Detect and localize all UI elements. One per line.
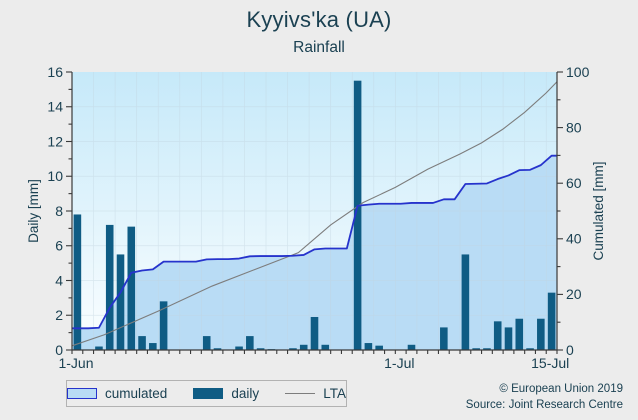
cumulated-area <box>72 155 557 350</box>
x-axis-tick-label: 15-Jul <box>531 355 569 371</box>
left-axis-tick-label: 8 <box>55 203 63 219</box>
left-axis-tick-label: 0 <box>55 342 63 358</box>
x-axis-tick-label: 1-Jun <box>58 355 93 371</box>
chart-legend: cumulated daily LTA <box>66 380 347 407</box>
chart-subtitle: Rainfall <box>293 39 345 56</box>
tick-labels: 0 2 4 6 8 10 12 14 16 0 20 40 60 80 100 1-Jun 1-Jul 15-Ju… <box>47 64 589 371</box>
left-axis-tick-label: 6 <box>55 238 63 254</box>
right-axis-tick-label: 80 <box>566 119 582 135</box>
left-axis-tick-label: 2 <box>55 307 63 323</box>
x-axis-tick-label: 1-Jul <box>384 355 414 371</box>
right-axis-tick-label: 20 <box>566 286 582 302</box>
right-axis-tick-label: 100 <box>566 64 590 80</box>
daily-bars <box>73 80 556 350</box>
cumulated-line <box>72 154 557 330</box>
left-axis-tick-label: 10 <box>47 168 63 184</box>
grid-lines <box>72 72 557 350</box>
cumulated-swatch <box>67 388 97 399</box>
rainfall-chart-canvas: 0 2 4 6 8 10 12 14 16 0 20 40 60 80 100 1-Jun 1-Jul 15-Ju… <box>26 64 606 371</box>
right-axis-title: Cumulated [mm] <box>591 161 606 260</box>
legend-label-cumulated: cumulated <box>105 386 168 401</box>
rainfall-chart-svg: 0 2 4 6 8 10 12 14 16 0 20 40 60 80 100 1-Jun 1-Jul 15-Ju… <box>26 64 606 371</box>
legend-item-lta: LTA <box>285 386 346 401</box>
left-axis-title: Daily [mm] <box>26 179 41 243</box>
legend-item-daily: daily <box>193 386 259 401</box>
axis-ticks <box>66 71 563 354</box>
daily-swatch <box>193 388 224 399</box>
footer-copyright: © European Union 2019 <box>499 383 623 395</box>
right-axis-tick-label: 40 <box>566 231 582 247</box>
legend-item-cumulated: cumulated <box>67 386 167 401</box>
footer-source: Source: Joint Research Centre <box>465 399 623 412</box>
left-axis-tick-label: 4 <box>55 272 63 288</box>
right-axis-tick-label: 60 <box>566 175 582 191</box>
left-axis-tick-label: 16 <box>47 64 63 80</box>
left-axis-tick-label: 12 <box>47 133 63 149</box>
left-axis-tick-label: 14 <box>47 99 63 115</box>
legend-label-daily: daily <box>231 386 260 401</box>
page-title: Kyyivs'ka (UA) <box>246 7 392 32</box>
right-axis-tick-label: 0 <box>566 342 574 358</box>
chart-footer: © European Union 2019 Source: Joint Rese… <box>466 381 623 413</box>
lta-line <box>71 81 558 347</box>
lta-line-swatch <box>285 393 316 394</box>
legend-label-lta: LTA <box>323 386 346 401</box>
